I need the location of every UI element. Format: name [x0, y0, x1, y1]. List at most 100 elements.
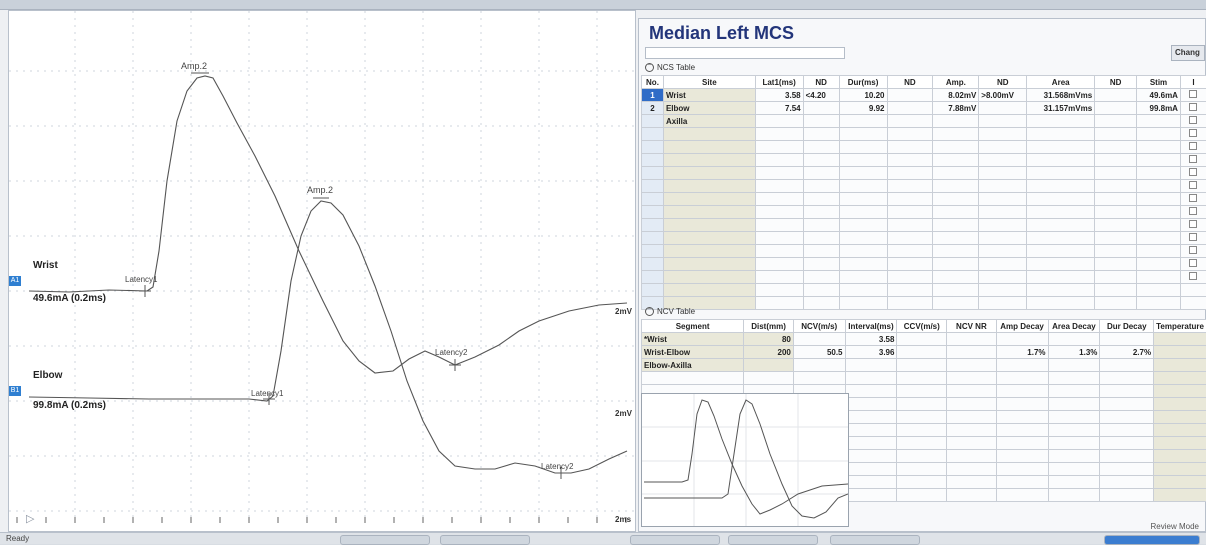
ncs-cell-nd4[interactable] — [1095, 141, 1137, 154]
ncs-cell-nd4[interactable] — [1095, 180, 1137, 193]
ncs-cell-stim[interactable] — [1137, 193, 1181, 206]
ncs-cell-dur[interactable] — [839, 193, 887, 206]
ncs-cell-lat1[interactable] — [755, 128, 803, 141]
ncs-column-header[interactable]: ND — [1095, 76, 1137, 89]
ncs-site-cell[interactable]: Axilla — [663, 115, 755, 128]
ncs-cell-dur[interactable] — [839, 219, 887, 232]
ncv-cell-area_decay[interactable] — [1048, 359, 1100, 372]
ncs-cell-nd2[interactable] — [887, 245, 933, 258]
ncs-site-cell[interactable] — [663, 180, 755, 193]
ncs-cell-dur[interactable] — [839, 154, 887, 167]
ncs-table-row[interactable]: Axilla — [642, 115, 1206, 128]
ncs-column-header[interactable]: Site — [663, 76, 755, 89]
ncv-cell-temperature[interactable] — [1154, 346, 1206, 359]
ncs-cell-dur[interactable] — [839, 180, 887, 193]
ncs-cell-amp[interactable] — [933, 193, 979, 206]
ncv-cell-amp_decay[interactable] — [996, 333, 1048, 346]
ncs-cell-amp[interactable] — [933, 141, 979, 154]
ncv-table-row[interactable]: Elbow-Axilla — [642, 359, 1206, 372]
ncs-cell-nd3[interactable] — [979, 258, 1027, 271]
ncs-cell-nd1[interactable] — [803, 232, 839, 245]
row-checkbox[interactable] — [1189, 246, 1197, 254]
ncs-checkbox-cell[interactable] — [1180, 206, 1206, 219]
ncs-cell-stim[interactable] — [1137, 141, 1181, 154]
latency2-marker-wrist[interactable] — [449, 359, 461, 371]
waveform-panel[interactable]: Wrist 49.6mA (0.2ms) Elbow 99.8mA (0.2ms… — [8, 10, 636, 532]
ncs-cell-area[interactable] — [1027, 128, 1095, 141]
ncs-column-header[interactable]: Dur(ms) — [839, 76, 887, 89]
ncs-cell-nd1[interactable]: <4.20 — [803, 89, 839, 102]
ncs-cell-area[interactable]: 31.568mVms — [1027, 89, 1095, 102]
ncv-cell-nr[interactable] — [947, 346, 997, 359]
ncv-cell-dist[interactable] — [744, 359, 794, 372]
ncv-section-header[interactable]: ⌃ NCV Table — [645, 307, 695, 316]
ncs-cell-nd1[interactable] — [803, 154, 839, 167]
ncs-cell-nd2[interactable] — [887, 297, 933, 310]
ncs-site-cell[interactable] — [663, 154, 755, 167]
ncs-checkbox-cell[interactable] — [1180, 128, 1206, 141]
ncs-cell-nd3[interactable] — [979, 180, 1027, 193]
ncv-cell-nr[interactable] — [947, 333, 997, 346]
row-checkbox[interactable] — [1189, 194, 1197, 202]
ncs-cell-area[interactable]: 31.157mVms — [1027, 102, 1095, 115]
ncs-cell-dur[interactable]: 9.92 — [839, 102, 887, 115]
ncv-cell-interval[interactable] — [845, 359, 897, 372]
ncs-column-header[interactable]: Area — [1027, 76, 1095, 89]
ncs-checkbox-cell[interactable] — [1180, 271, 1206, 284]
ncs-checkbox-cell[interactable] — [1180, 258, 1206, 271]
ncs-cell-stim[interactable] — [1137, 284, 1181, 297]
row-checkbox[interactable] — [1189, 168, 1197, 176]
ncs-cell-area[interactable] — [1027, 271, 1095, 284]
channel-a1-tag[interactable]: A1 — [9, 276, 21, 286]
ncs-cell-nd2[interactable] — [887, 193, 933, 206]
ncs-cell-nd2[interactable] — [887, 180, 933, 193]
ncs-cell-area[interactable] — [1027, 167, 1095, 180]
ncs-checkbox-cell[interactable] — [1180, 232, 1206, 245]
ncs-site-cell[interactable] — [663, 193, 755, 206]
ncv-cell-dur_decay[interactable]: 2.7% — [1100, 346, 1154, 359]
ncv-column-header[interactable]: NCV(m/s) — [793, 320, 845, 333]
ncs-cell-lat1[interactable] — [755, 154, 803, 167]
ncv-cell-interval[interactable]: 3.58 — [845, 333, 897, 346]
ncs-table-row[interactable] — [642, 193, 1206, 206]
ncs-site-cell[interactable] — [663, 128, 755, 141]
ncv-column-header[interactable]: Amp Decay — [996, 320, 1048, 333]
row-checkbox[interactable] — [1189, 142, 1197, 150]
ncs-table-row[interactable] — [642, 141, 1206, 154]
ncs-table-row[interactable] — [642, 245, 1206, 258]
ncv-cell-amp_decay[interactable]: 1.7% — [996, 346, 1048, 359]
ncs-cell-nd4[interactable] — [1095, 115, 1137, 128]
ncs-cell-amp[interactable] — [933, 167, 979, 180]
ncs-row-number[interactable] — [642, 219, 664, 232]
ncv-column-header[interactable]: CCV(m/s) — [897, 320, 947, 333]
ncv-cell-dur_decay[interactable] — [1100, 333, 1154, 346]
ncv-cell-ccv[interactable] — [897, 359, 947, 372]
ncs-cell-lat1[interactable] — [755, 180, 803, 193]
ncs-cell-nd1[interactable] — [803, 284, 839, 297]
ncs-cell-nd1[interactable] — [803, 245, 839, 258]
ncv-cell-area_decay[interactable]: 1.3% — [1048, 346, 1100, 359]
ncs-row-number[interactable] — [642, 271, 664, 284]
ncv-cell-ncv[interactable] — [793, 333, 845, 346]
row-checkbox[interactable] — [1189, 272, 1197, 280]
ncs-cell-nd1[interactable] — [803, 206, 839, 219]
ncs-cell-lat1[interactable] — [755, 258, 803, 271]
ncs-row-number[interactable]: 2 — [642, 102, 664, 115]
ncs-cell-amp[interactable] — [933, 284, 979, 297]
ncs-cell-nd3[interactable] — [979, 219, 1027, 232]
ncs-cell-stim[interactable]: 99.8mA — [1137, 102, 1181, 115]
ncs-cell-stim[interactable] — [1137, 219, 1181, 232]
waveform-thumbnail[interactable] — [641, 393, 849, 527]
ncs-row-number[interactable] — [642, 258, 664, 271]
ncs-cell-amp[interactable] — [933, 245, 979, 258]
collapse-icon[interactable]: ⌃ — [645, 307, 654, 316]
ncs-cell-area[interactable] — [1027, 180, 1095, 193]
ncs-cell-stim[interactable] — [1137, 232, 1181, 245]
ncs-cell-dur[interactable] — [839, 141, 887, 154]
ncs-cell-area[interactable] — [1027, 141, 1095, 154]
ncs-cell-nd1[interactable] — [803, 128, 839, 141]
ncs-cell-amp[interactable] — [933, 115, 979, 128]
ncv-column-header[interactable]: NCV NR — [947, 320, 997, 333]
ncv-cell-area_decay[interactable] — [1048, 333, 1100, 346]
